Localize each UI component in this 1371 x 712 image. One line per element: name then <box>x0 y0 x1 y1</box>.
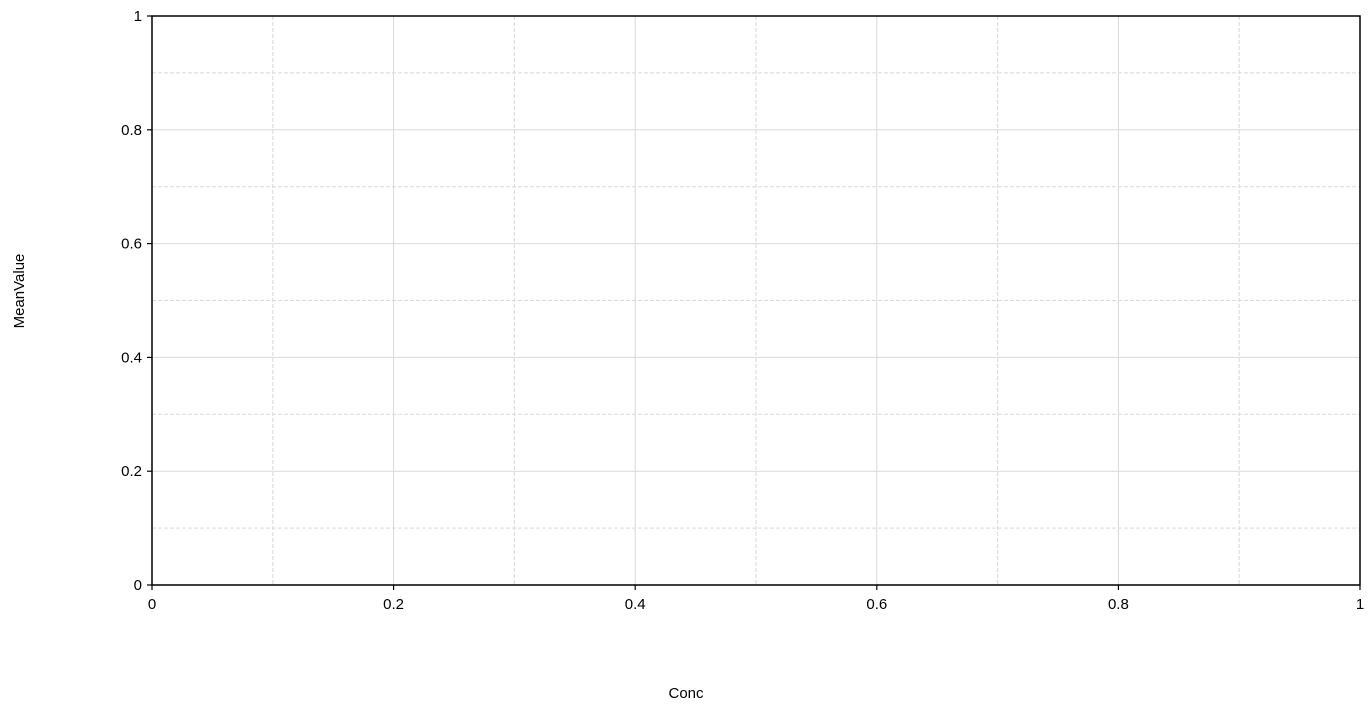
y-tick-label: 0.8 <box>121 122 142 139</box>
x-tick-label: 0.2 <box>383 596 404 613</box>
y-tick-label: 1 <box>134 8 142 25</box>
x-tick-label: 0.6 <box>866 596 887 613</box>
grid <box>152 16 1360 585</box>
x-tick-label: 1 <box>1356 596 1364 613</box>
x-tick-label: 0.8 <box>1108 596 1129 613</box>
tick-marks <box>147 15 1361 590</box>
x-tick-label: 0 <box>148 596 156 613</box>
plot-area-frame <box>151 15 1361 586</box>
x-axis-title: Conc <box>668 685 704 702</box>
x-axis-tick-labels: 0 0.2 0.4 0.6 0.8 1 <box>148 596 1364 613</box>
y-tick-label: 0.6 <box>121 236 142 253</box>
y-tick-label: 0.2 <box>121 463 142 480</box>
y-axis-tick-labels: 0 0.2 0.4 0.6 0.8 1 <box>121 8 142 594</box>
x-tick-label: 0.4 <box>625 596 646 613</box>
y-tick-label: 0 <box>134 577 142 594</box>
y-tick-label: 0.4 <box>121 349 142 366</box>
y-axis-title: MeanValue <box>11 254 28 329</box>
